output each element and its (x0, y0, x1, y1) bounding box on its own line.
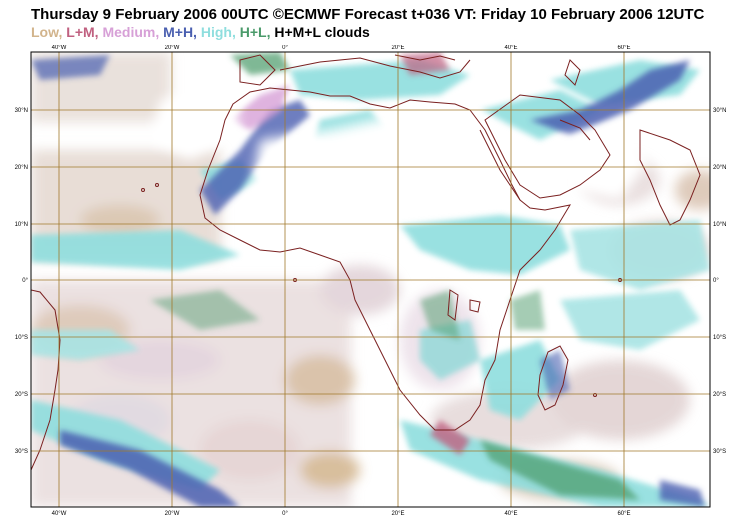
lat-label: 10°N (15, 222, 28, 228)
lon-label: 60°E (617, 45, 630, 51)
lat-label: 0° (713, 278, 719, 284)
lat-label: 10°S (15, 335, 28, 341)
lat-labels: 30°N 20°N 10°N 0° 10°S 20°S 30°S 30°N 20… (15, 108, 727, 455)
legend-low: Low, (31, 24, 67, 40)
lat-label: 30°S (713, 449, 726, 455)
lon-label: 20°W (165, 511, 180, 517)
legend-low-medium: L+M, (66, 24, 103, 40)
cloud-field (31, 52, 710, 507)
map-frame (30, 51, 711, 508)
lon-label: 20°E (391, 511, 404, 517)
lon-label: 0° (282, 511, 288, 517)
lat-label: 30°N (15, 108, 28, 114)
lat-label: 30°S (15, 449, 28, 455)
legend-high-low: H+L, (239, 24, 275, 40)
lat-label: 20°N (713, 165, 726, 171)
lat-label: 10°N (713, 222, 726, 228)
lon-label: 40°E (504, 511, 517, 517)
lat-label: 10°S (713, 335, 726, 341)
lat-label: 0° (22, 278, 28, 284)
lon-label: 40°E (504, 45, 517, 51)
cloud-legend: Low, L+M, Medium, M+H, High, H+L, H+M+L … (31, 24, 370, 40)
legend-medium: Medium, (102, 24, 164, 40)
legend-medium-high: M+H, (163, 24, 201, 40)
lon-label: 20°W (165, 45, 180, 51)
legend-all-levels: H+M+L clouds (274, 24, 370, 40)
lon-label: 0° (282, 45, 288, 51)
lon-label: 60°E (617, 511, 630, 517)
page-title: Thursday 9 February 2006 00UTC ©ECMWF Fo… (31, 6, 705, 23)
coastlines (31, 54, 701, 471)
lon-label: 40°W (52, 45, 67, 51)
legend-high: High, (200, 24, 240, 40)
lat-label: 20°S (15, 392, 28, 398)
lat-label: 20°N (15, 165, 28, 171)
lon-label: 40°W (52, 511, 67, 517)
lon-labels: 40°W 20°W 0° 20°E 40°E 60°E 40°W 20°W 0°… (52, 45, 631, 517)
lon-label: 20°E (391, 45, 404, 51)
lat-label: 30°N (713, 108, 726, 114)
graticule (31, 52, 710, 507)
lat-label: 20°S (713, 392, 726, 398)
